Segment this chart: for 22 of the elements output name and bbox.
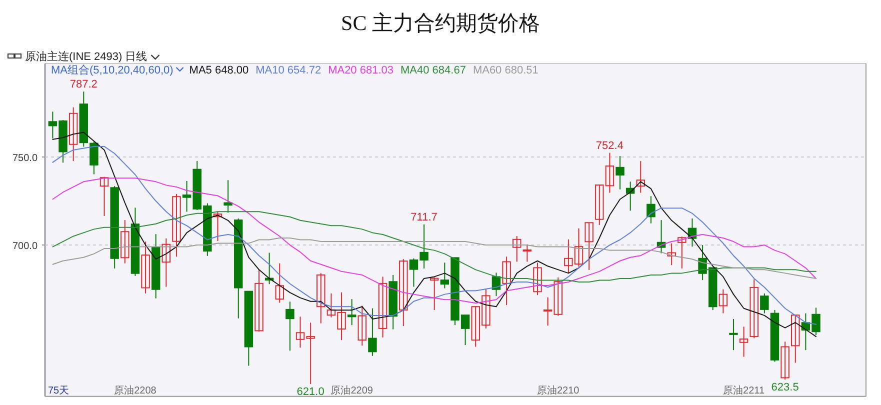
line-series [52,178,816,304]
text: MA60 680.51 [472,64,538,76]
line-series [52,237,816,279]
annotation: 752.4 [596,140,624,152]
text: MA5 648.00 [189,64,249,76]
annotation: 621.0 [296,386,324,398]
y-tick-label: 750.0 [12,153,38,164]
y-tick-label: 700.0 [12,241,38,252]
annotation: 75天 [48,385,70,396]
x-tick-label: 原油2211 [723,384,765,396]
legend-title: MA组合(5,10,20,40,60,0) [51,64,174,76]
x-tick-label: 原油2209 [330,384,374,396]
annotation: 787.2 [70,78,98,91]
text: MA10 654.72 [256,64,322,76]
x-tick-label: 原油2208 [114,384,157,396]
text: MA40 684.67 [400,64,466,76]
chart-subtitle: 原油主连(INE 2493) 日线 [25,50,148,63]
chart-title: SC 主力合约期货价格 [341,11,540,35]
annotation: 623.5 [771,382,799,394]
text: MA20 681.03 [328,64,394,76]
annotation: 711.7 [410,211,438,224]
x-tick-label: 原油2210 [537,384,580,396]
